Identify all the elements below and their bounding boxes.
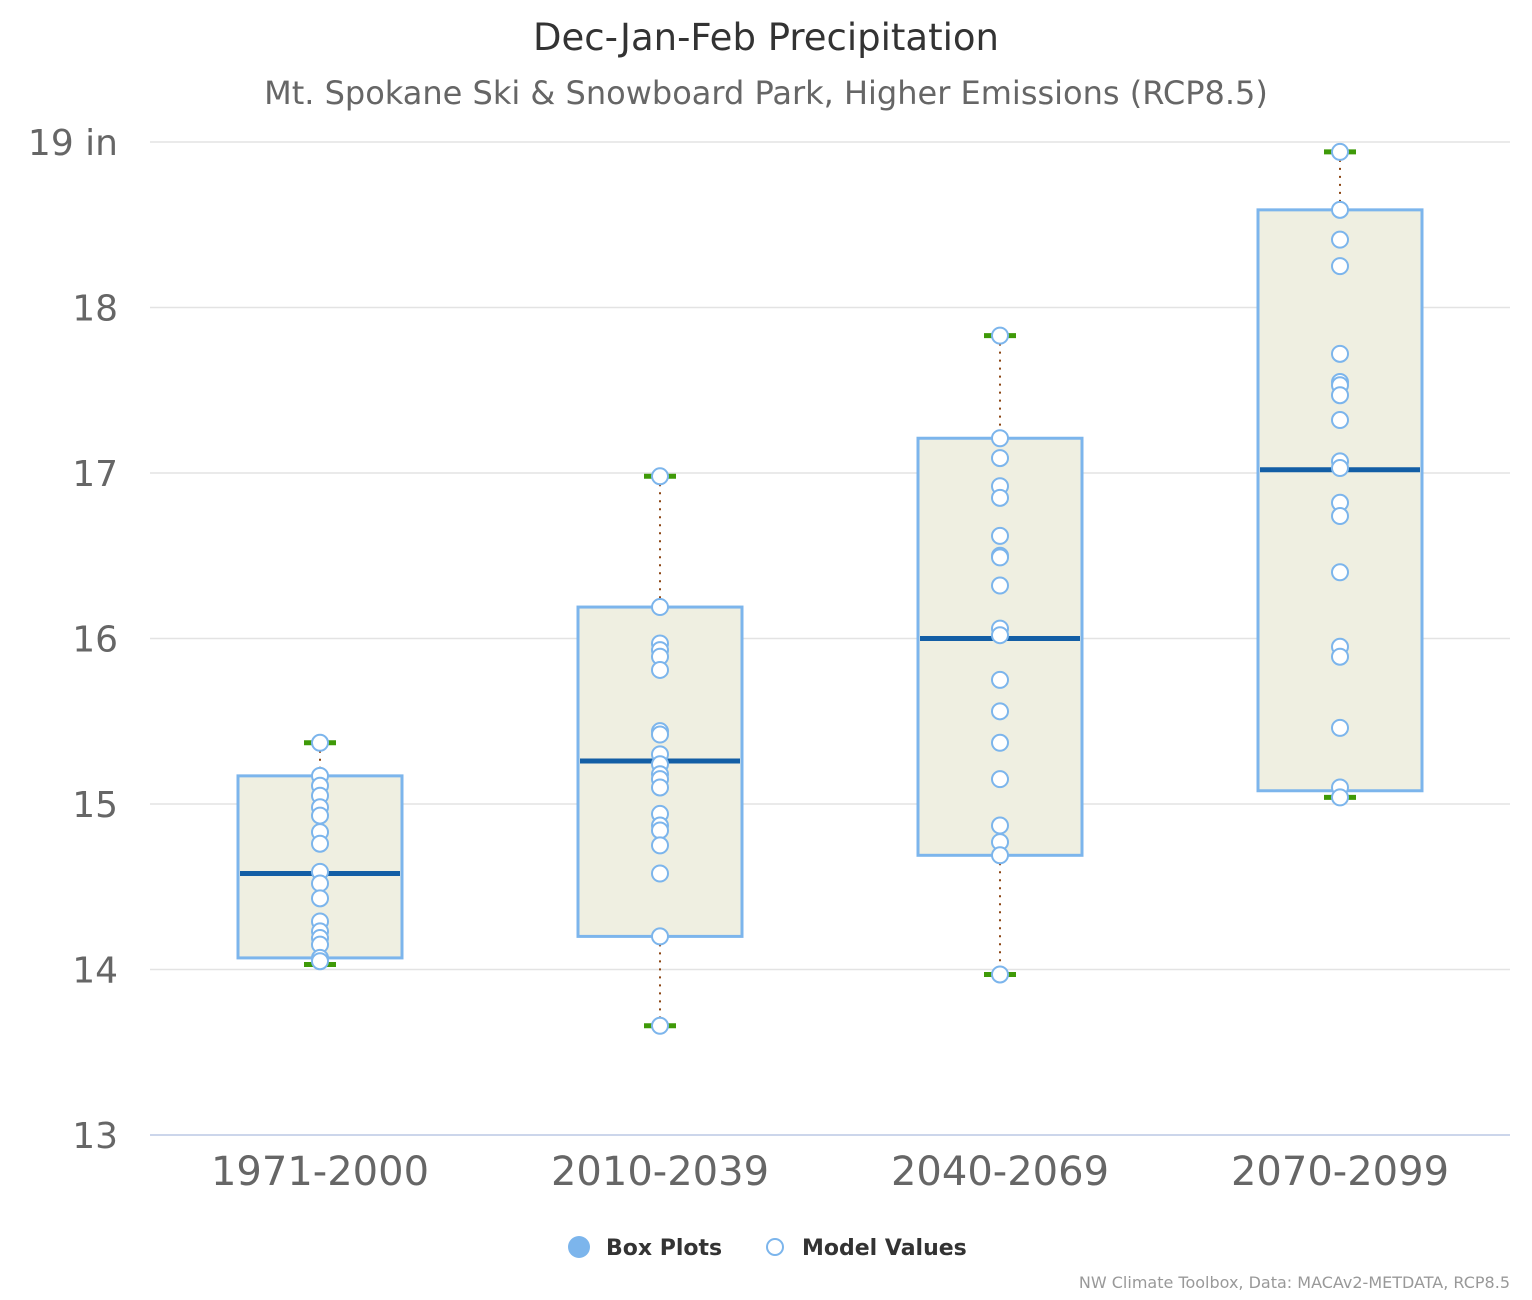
model-value-point [311,952,329,971]
legend-model-values-label: Model Values [802,1236,967,1261]
legend: Box Plots Model Values [568,1236,967,1261]
model-value-point [1331,507,1349,526]
model-value-point [651,836,669,855]
model-values-series [311,142,1349,1035]
x-axis-ticks: 1971-2000 2010-2039 2040-2069 2070-2099 [211,1149,1449,1195]
model-value-point [651,725,669,744]
model-value-point [991,846,1009,865]
credits[interactable]: NW Climate Toolbox, Data: MACAv2-METDATA… [1079,1273,1510,1292]
model-value-point [1331,200,1349,219]
model-value-point [1331,788,1349,807]
model-value-point [991,326,1009,345]
x-tick-label: 2010-2039 [551,1149,769,1195]
legend-item-model-values[interactable]: Model Values [766,1236,967,1261]
model-value-point [991,733,1009,752]
model-value-point [991,816,1009,835]
model-value-point [651,1016,669,1035]
chart-subtitle: Mt. Spokane Ski & Snowboard Park, Higher… [264,74,1268,112]
model-value-point [991,965,1009,984]
model-value-point [651,927,669,946]
model-value-point [651,598,669,617]
model-value-point [651,864,669,883]
box-series [236,149,1424,1029]
model-value-point [991,449,1009,468]
y-tick-label: 18 [72,289,118,330]
model-value-point [991,702,1009,721]
model-value-point [311,834,329,853]
model-value-point [991,526,1009,545]
model-value-point [1331,257,1349,276]
chart-title: Dec-Jan-Feb Precipitation [533,16,999,59]
y-tick-label: 16 [72,620,118,661]
y-axis-ticks: 13 14 15 16 17 18 19 in [28,123,118,1157]
model-value-point [1331,647,1349,666]
y-tick-label: 15 [72,785,118,826]
legend-box-plots-label: Box Plots [606,1236,722,1261]
model-value-point [991,548,1009,567]
y-tick-label: 17 [72,454,118,495]
legend-item-box-plots[interactable]: Box Plots [568,1236,722,1261]
model-value-point [311,806,329,825]
x-tick-label: 1971-2000 [211,1149,429,1195]
legend-box-plots-symbol [568,1236,590,1258]
model-value-point [991,488,1009,507]
x-tick-label: 2040-2069 [891,1149,1109,1195]
model-value-point [1331,459,1349,478]
model-value-point [651,467,669,486]
model-value-point [1331,230,1349,249]
model-value-point [1331,411,1349,430]
x-tick-label: 2070-2099 [1231,1149,1449,1195]
model-value-point [311,733,329,752]
model-value-point [1331,386,1349,405]
y-tick-label: 13 [72,1116,118,1157]
model-value-point [991,576,1009,595]
y-tick-label: 19 in [28,123,118,164]
model-value-point [651,660,669,679]
model-value-point [1331,718,1349,737]
model-value-point [311,889,329,908]
model-value-point [651,778,669,797]
model-value-point [1331,344,1349,363]
model-value-point [1331,563,1349,582]
model-value-point [311,874,329,893]
model-value-point [651,821,669,840]
y-tick-label: 14 [72,951,118,992]
model-value-point [991,670,1009,689]
legend-model-values-symbol [766,1238,784,1256]
model-value-point [1331,142,1349,161]
model-value-point [991,429,1009,448]
model-value-point [991,626,1009,645]
model-value-point [991,770,1009,789]
